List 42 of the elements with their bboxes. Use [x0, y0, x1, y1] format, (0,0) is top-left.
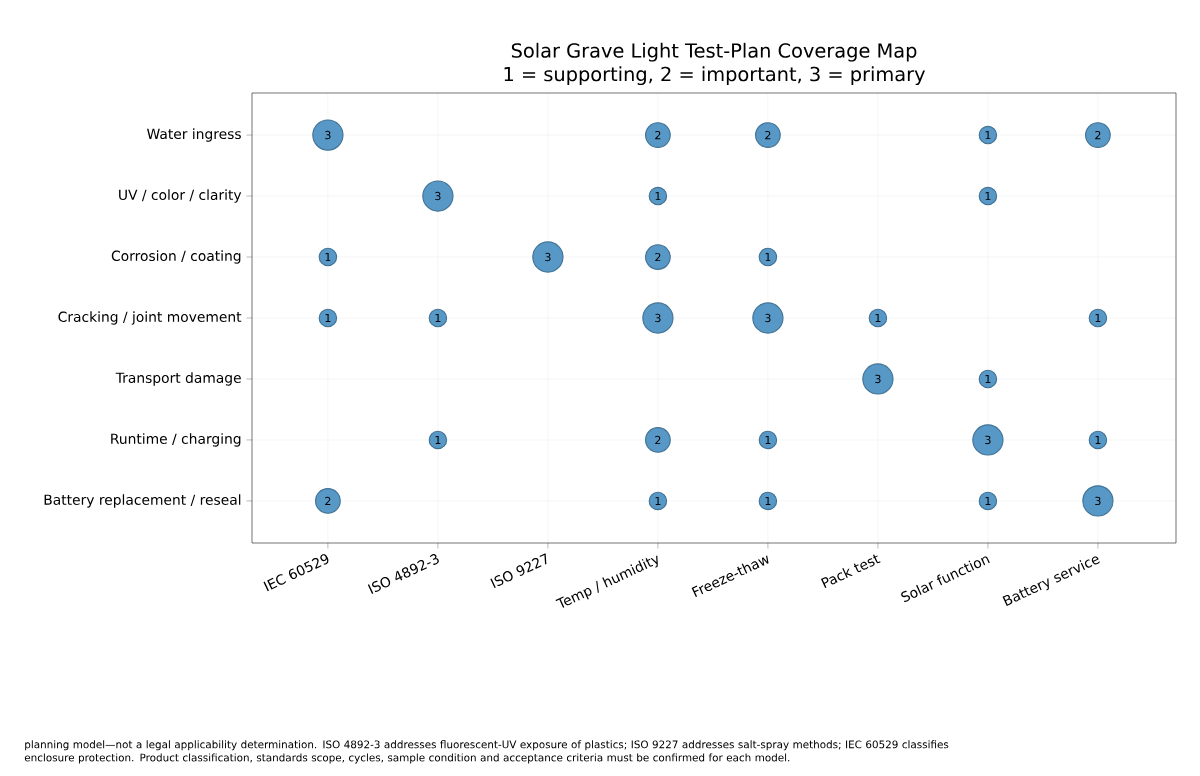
y-tick-label: Corrosion / coating — [111, 250, 241, 264]
y-tick-label: Water ingress — [147, 128, 241, 142]
data-label: 1 — [765, 435, 771, 444]
data-label: 2 — [655, 130, 661, 140]
data-label: 3 — [875, 374, 881, 384]
y-tick-label: Battery replacement / reseal — [44, 494, 241, 508]
data-label: 3 — [765, 313, 771, 323]
data-label: 2 — [655, 435, 661, 445]
text: planning model—not a legal applicability determination. ISO 4892-3 addresses fluorescent-UV exposure of plastics; ISO 9227 addresses salt-spray methods; IEC 60529 classifies enclosure protection. Product classification, standards scope, cycles, sample condition and acceptance criteria must be confirmed for each model. — [24, 740, 949, 764]
y-tick-label: Transport damage — [115, 372, 241, 386]
data-label: 1 — [985, 496, 991, 505]
data-label: 2 — [1095, 130, 1101, 140]
data-label: 1 — [325, 252, 331, 262]
data-label: 1 — [655, 496, 661, 505]
data-label: 1 — [985, 374, 991, 383]
data-label: 3 — [545, 252, 551, 262]
chart-subtitle: 1 = supporting, 2 = important, 3 = primary — [504, 66, 925, 86]
data-label: 1 — [435, 313, 441, 323]
y-tick-label: Cracking / joint movement — [58, 311, 242, 325]
x-tick-label: Pack test — [820, 554, 881, 589]
x-tick-label: ISO 9227 — [490, 553, 547, 589]
data-label: 2 — [655, 252, 661, 262]
data-label: 1 — [765, 252, 771, 262]
y-tick-label: UV / color / clarity — [119, 189, 242, 203]
y-tick-label: Runtime / charging — [111, 433, 241, 447]
data-label: 3 — [655, 313, 661, 323]
data-label: 1 — [325, 313, 331, 323]
data-label: 1 — [1095, 313, 1101, 323]
data-label: 2 — [325, 496, 331, 506]
data-label: 1 — [765, 496, 771, 505]
chart-title: Solar Grave Light Test-Plan Coverage Map — [511, 42, 917, 62]
data-label: 3 — [435, 191, 441, 201]
data-label: 1 — [1095, 435, 1101, 444]
data-label: 3 — [985, 435, 991, 445]
data-label: 1 — [985, 192, 991, 201]
data-label: 1 — [875, 313, 881, 323]
data-label: 1 — [655, 192, 661, 201]
data-label: 2 — [765, 130, 771, 140]
data-label: 1 — [435, 435, 441, 444]
data-label: 3 — [1095, 496, 1101, 506]
data-label: 1 — [985, 131, 991, 140]
data-label: 3 — [325, 130, 331, 140]
